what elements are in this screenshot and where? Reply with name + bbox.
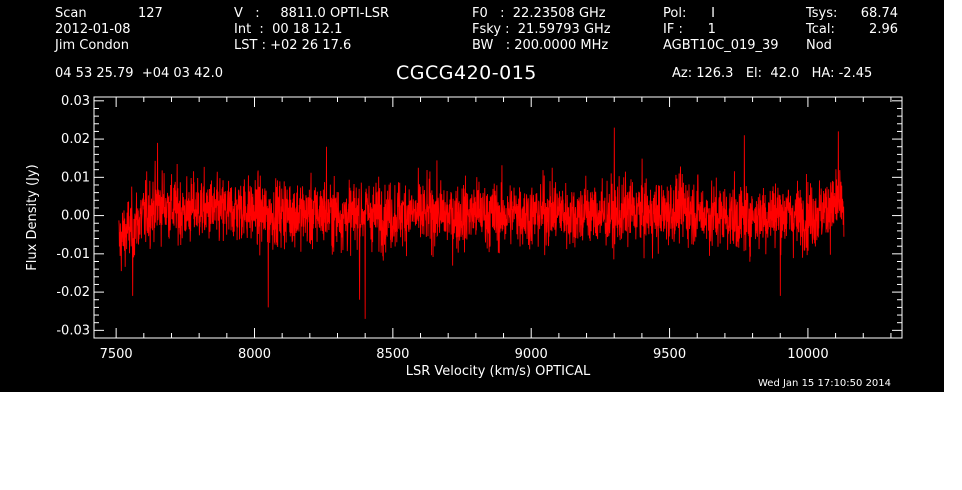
scan-value: 127 (138, 6, 163, 21)
tsys-value: 68.74 (860, 6, 898, 21)
y-axis-label: Flux Density (Jy) (25, 164, 40, 270)
chart-title: CGCG420-015 (396, 62, 537, 84)
sky-frequency-line: Fsky : 21.59793 GHz (472, 22, 611, 37)
observation-date: 2012-01-08 (55, 22, 131, 37)
observing-mode: Nod (806, 38, 832, 53)
spectrum-trace (118, 127, 845, 319)
x-tick-label: 8500 (376, 347, 409, 362)
plot-frame (93, 96, 903, 339)
observer-name: Jim Condon (55, 38, 129, 53)
x-axis-label: LSR Velocity (km/s) OPTICAL (406, 364, 591, 379)
if-line: IF : 1 (663, 22, 716, 37)
spectrum-chart: 7500 8000 8500 9000 9500 10000 -0.03 -0.02 -0.01… (25, 94, 903, 379)
x-tick-label: 10000 (787, 347, 828, 362)
plot-timestamp: Wed Jan 15 17:10:50 2014 (758, 378, 892, 389)
source-coordinates: 04 53 25.79 +04 03 42.0 (55, 66, 224, 81)
x-tick-label: 8000 (238, 347, 271, 362)
y-tick-label: 0.03 (61, 94, 90, 109)
x-tick-label: 7500 (100, 347, 133, 362)
project-id: AGBT10C_019_39 (663, 38, 779, 53)
integration-line: Int : 00 18 12.1 (234, 22, 343, 37)
x-tick-label: 9000 (515, 347, 548, 362)
y-tick-label: 0.01 (61, 170, 90, 185)
x-tick-label: 9500 (653, 347, 686, 362)
rest-frequency-line: F0 : 22.23508 GHz (472, 6, 606, 21)
pointing-info: Az: 126.3 El: 42.0 HA: -2.45 (672, 66, 873, 81)
y-tick-label: 0.00 (61, 209, 90, 224)
velocity-line: V : 8811.0 OPTI-LSR (234, 6, 390, 21)
polarization-line: Pol: I (663, 6, 715, 21)
tcal-label: Tcal: (806, 22, 835, 37)
y-tick-label: -0.02 (56, 285, 90, 300)
y-tick-label: -0.01 (56, 247, 90, 262)
bandwidth-line: BW : 200.0000 MHz (472, 38, 609, 53)
tsys-label: Tsys: (806, 6, 838, 21)
y-tick-label: -0.03 (56, 323, 90, 338)
scan-label: Scan (55, 6, 87, 21)
lst-line: LST : +02 26 17.6 (234, 38, 352, 53)
y-tick-label: 0.02 (61, 132, 90, 147)
tcal-value: 2.96 (869, 22, 898, 37)
plot-panel: Scan 127 2012-01-08 Jim Condon V : 8811.… (0, 0, 944, 392)
